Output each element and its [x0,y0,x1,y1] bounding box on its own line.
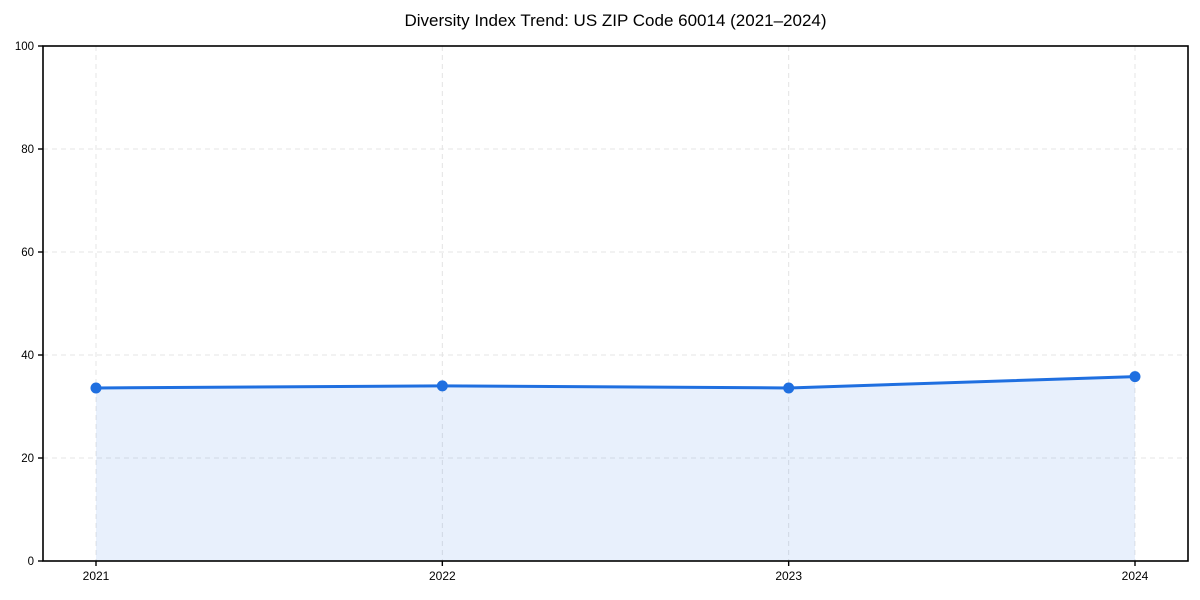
x-tick-label: 2021 [83,569,110,583]
area-fill [96,376,1135,561]
y-tick-label: 0 [28,556,34,568]
y-tick-label: 60 [21,247,34,259]
y-tick-label: 20 [21,453,34,465]
y-tick-label: 40 [21,350,34,362]
trend-line [94,375,1137,390]
data-point-2024 [1129,371,1141,383]
data-point-2022 [436,380,448,392]
x-tick-label: 2024 [1122,569,1149,583]
x-tick-label: 2023 [775,569,802,583]
x-tick-label: 2022 [429,569,456,583]
plot-border [42,45,1189,562]
data-point-2023 [783,382,795,394]
data-point-2021 [90,382,102,394]
y-tick-label: 100 [15,41,34,53]
chart-title: Diversity Index Trend: US ZIP Code 60014… [404,11,827,30]
y-tick-label: 80 [21,144,34,156]
